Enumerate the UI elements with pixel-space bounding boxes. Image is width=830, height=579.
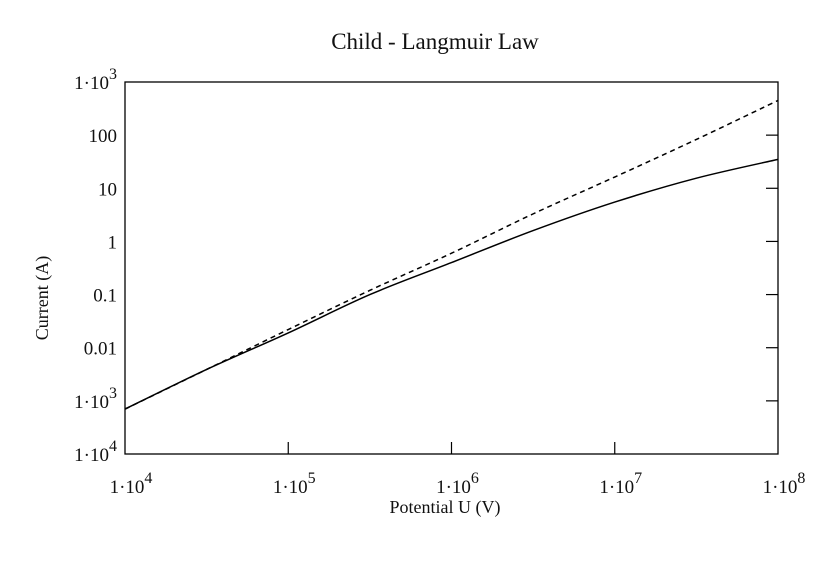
y-tick-label: 100 — [89, 126, 118, 147]
x-axis-tick-labels: 1·104 1·105 1·106 1·107 1·108 — [110, 470, 806, 498]
x-tick-label: 1·107 — [599, 470, 642, 498]
y-axis-tick-labels: 1·104 1·103 0.01 0.1 1 10 100 1·103 — [74, 66, 117, 466]
series-line-dashed — [124, 99, 779, 410]
series-line-solid — [124, 158, 779, 410]
x-tick-label: 1·104 — [110, 470, 153, 498]
x-tick-label: 1·105 — [273, 470, 316, 498]
x-tick-label: 1·108 — [763, 470, 806, 498]
series-layer — [124, 99, 779, 410]
x-axis-ticks — [287, 442, 616, 454]
y-tick-label: 0.01 — [84, 339, 117, 360]
plot-area — [124, 81, 779, 455]
y-tick-label: 1·103 — [74, 385, 117, 413]
y-tick-label: 0.1 — [93, 286, 117, 307]
y-axis-ticks — [766, 134, 778, 402]
y-tick-label: 10 — [98, 179, 117, 200]
y-axis-label: Current (A) — [32, 256, 53, 340]
chart-title: Child - Langmuir Law — [331, 29, 539, 54]
y-tick-label: 1·103 — [74, 66, 117, 94]
y-tick-label: 1 — [108, 232, 118, 253]
x-axis-label: Potential U (V) — [390, 497, 501, 518]
x-tick-label: 1·106 — [436, 470, 479, 498]
y-tick-label: 1·104 — [74, 438, 117, 466]
